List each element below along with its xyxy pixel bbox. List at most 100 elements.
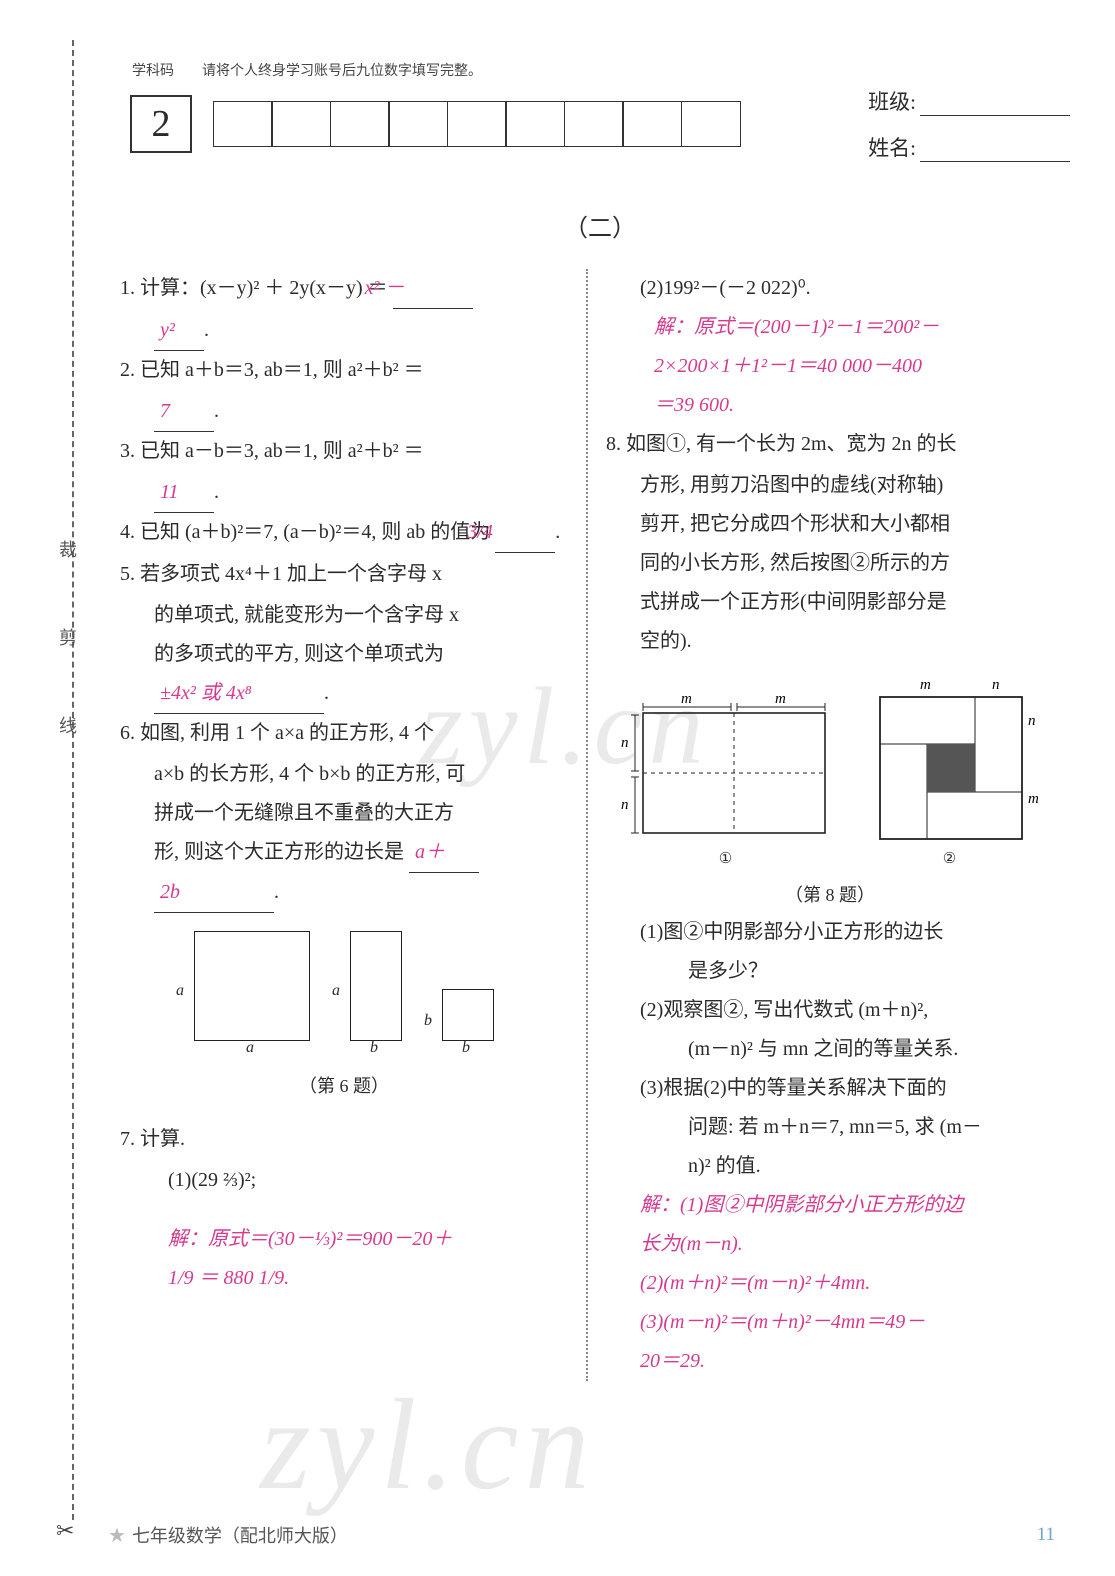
q7-p2-head: (2)199²－(－2 022)⁰. bbox=[606, 269, 1054, 308]
q8-p2a: (2)观察图②, 写出代数式 (m＋n)², bbox=[606, 991, 1054, 1030]
fig6-caption: （第 6 题） bbox=[120, 1069, 568, 1104]
account-digit-boxes[interactable] bbox=[214, 101, 741, 147]
digit-box[interactable] bbox=[213, 101, 273, 147]
fig8-diagram-1: m m n n bbox=[621, 695, 831, 845]
id-box-row: 2 bbox=[130, 95, 741, 153]
q8-p3b: 问题: 若 m＋n＝7, mn＝5, 求 (m－ bbox=[606, 1108, 1054, 1147]
footer: ★ 七年级数学（配北师大版） 11 bbox=[108, 1522, 1055, 1548]
q7-p2-sol-b: 2×200×1＋1²－1＝40 000－400 bbox=[606, 347, 1054, 386]
fig8-diagram-2: m n n m bbox=[860, 675, 1040, 845]
figure-6: a a a b b b bbox=[120, 931, 568, 1041]
q8-p1a: (1)图②中阴影部分小正方形的边长 bbox=[606, 913, 1054, 952]
figure-8: m m n n ① bbox=[606, 675, 1054, 874]
fig8-caption: （第 8 题） bbox=[606, 878, 1054, 913]
q6-l2: a×b 的长方形, 4 个 b×b 的正方形, 可 bbox=[120, 755, 568, 794]
q6-l1: 6. 如图, 利用 1 个 a×a 的正方形, 4 个 bbox=[120, 714, 568, 753]
q2-answer: 7 bbox=[160, 400, 170, 422]
digit-box[interactable] bbox=[388, 101, 448, 147]
q1-answer-b: y² bbox=[160, 319, 175, 341]
q8-p2b: (m－n)² 与 mn 之间的等量关系. bbox=[606, 1030, 1054, 1069]
worksheet-page: 学科码 请将个人终身学习账号后九位数字填写完整。 2 班级: 姓 bbox=[120, 40, 1080, 1381]
svg-text:m: m bbox=[920, 677, 931, 693]
cut-line-label: 裁 剪 线 bbox=[54, 540, 80, 760]
left-column: 1. 计算：(x－y)² ＋ 2y(x－y) ＝ x² － y². 2. 已知 … bbox=[120, 269, 568, 1381]
q1-cont: y². bbox=[120, 311, 568, 351]
fig6-label-a2: a bbox=[332, 975, 340, 1006]
q5-l1: 5. 若多项式 4x⁴＋1 加上一个含字母 x bbox=[120, 555, 568, 594]
fig6-label-a-left: a bbox=[176, 975, 184, 1006]
cut-dashed-line bbox=[72, 40, 98, 1520]
q6-l3: 拼成一个无缝隙且不重叠的大正方 bbox=[120, 794, 568, 833]
fig6-rect-ab bbox=[350, 931, 402, 1041]
name-field[interactable] bbox=[920, 140, 1070, 162]
q1: 1. 计算：(x－y)² ＋ 2y(x－y) ＝ x² － bbox=[120, 269, 568, 309]
header-instruction: 学科码 请将个人终身学习账号后九位数字填写完整。 bbox=[132, 60, 1080, 80]
q7-sol1b: 1/9 ＝ 880 1/9. bbox=[120, 1259, 568, 1298]
q8-p1b: 是多少？ bbox=[606, 952, 1054, 991]
q4-period: . bbox=[555, 521, 560, 543]
q8-p3a: (3)根据(2)中的等量关系解决下面的 bbox=[606, 1069, 1054, 1108]
q8-sol1b: 长为(m－n). bbox=[606, 1225, 1054, 1264]
q3: 3. 已知 a－b＝3, ab＝1, 则 a²＋b² ＝ bbox=[120, 432, 568, 471]
scissor-icon: ✂ bbox=[56, 1518, 74, 1544]
svg-text:n: n bbox=[992, 677, 1000, 693]
q6-l4-text: 形, 则这个大正方形的边长是 bbox=[154, 841, 404, 863]
q7-p2-sol-a: 解：原式＝(200－1)²－1＝200²－ bbox=[606, 308, 1054, 347]
q5-l2: 的单项式, 就能变形为一个含字母 x bbox=[120, 596, 568, 635]
fig8-label-2: ② bbox=[943, 845, 956, 874]
subject-code-box: 2 bbox=[130, 95, 192, 153]
q8-sol1a: 解：(1)图②中阴影部分小正方形的边 bbox=[606, 1186, 1054, 1225]
fig8-n1: n bbox=[621, 735, 629, 751]
fig8-n2: n bbox=[621, 797, 629, 813]
q3-text: 3. 已知 a－b＝3, ab＝1, 则 a²＋b² ＝ bbox=[120, 440, 424, 462]
q8-sol3a: (3)(m－n)²＝(m＋n)²－4mn＝49－ bbox=[606, 1303, 1054, 1342]
two-column-body: 1. 计算：(x－y)² ＋ 2y(x－y) ＝ x² － y². 2. 已知 … bbox=[120, 269, 1080, 1381]
digit-box[interactable] bbox=[271, 101, 331, 147]
q2-period: . bbox=[214, 400, 219, 422]
digit-box[interactable] bbox=[622, 101, 682, 147]
digit-box[interactable] bbox=[505, 101, 565, 147]
fig6-label-b2: b bbox=[424, 1005, 432, 1036]
q4-text: 4. 已知 (a＋b)²＝7, (a－b)²＝4, 则 ab 的值为 bbox=[120, 521, 490, 543]
right-column: (2)199²－(－2 022)⁰. 解：原式＝(200－1)²－1＝200²－… bbox=[606, 269, 1054, 1381]
q6-ans-a: a＋ bbox=[415, 841, 445, 863]
q8-l4: 同的小长方形, 然后按图②所示的方 bbox=[606, 544, 1054, 583]
q4-answer: 3/4 bbox=[467, 521, 493, 543]
digit-box[interactable] bbox=[681, 101, 741, 147]
fig8-label-1: ① bbox=[719, 845, 732, 874]
q6-period: . bbox=[274, 881, 279, 903]
q1-answer-a: x² － bbox=[365, 277, 405, 299]
q7-p2-sol-c: ＝39 600. bbox=[606, 386, 1054, 425]
q8-sol2: (2)(m＋n)²＝(m－n)²＋4mn. bbox=[606, 1264, 1054, 1303]
svg-text:m: m bbox=[1028, 791, 1039, 807]
q3-answer: 11 bbox=[160, 481, 179, 503]
q1-text: 1. 计算：(x－y)² ＋ 2y(x－y) ＝ bbox=[120, 277, 388, 299]
star-icon: ★ bbox=[108, 1525, 126, 1547]
q7-sol1a: 解：原式＝(30－⅓)²＝900－20＋ bbox=[120, 1220, 568, 1259]
footer-left: 七年级数学（配北师大版） bbox=[132, 1526, 348, 1546]
q8-p3c: n)² 的值. bbox=[606, 1147, 1054, 1186]
column-divider bbox=[586, 269, 588, 1381]
fig8-m1: m bbox=[681, 695, 692, 707]
fig6-label-b1: b bbox=[370, 1032, 378, 1063]
q6-l4: 形, 则这个大正方形的边长是 a＋ bbox=[120, 833, 568, 873]
q8-l6: 空的). bbox=[606, 622, 1054, 661]
q2-text: 2. 已知 a＋b＝3, ab＝1, 则 a²＋b² ＝ bbox=[120, 359, 424, 381]
digit-box[interactable] bbox=[447, 101, 507, 147]
q2: 2. 已知 a＋b＝3, ab＝1, 则 a²＋b² ＝ bbox=[120, 351, 568, 390]
class-name-block: 班级: 姓名: bbox=[868, 86, 1070, 162]
q8-l3: 剪开, 把它分成四个形状和大小都相 bbox=[606, 505, 1054, 544]
q7-head: 7. 计算. bbox=[120, 1120, 568, 1159]
digit-box[interactable] bbox=[330, 101, 390, 147]
svg-text:n: n bbox=[1028, 713, 1036, 729]
class-field[interactable] bbox=[920, 94, 1070, 116]
fig8-m2: m bbox=[775, 695, 786, 707]
header: 学科码 请将个人终身学习账号后九位数字填写完整。 2 班级: 姓 bbox=[130, 60, 1080, 162]
digit-box[interactable] bbox=[564, 101, 624, 147]
page-number: 11 bbox=[1037, 1524, 1055, 1546]
q4: 4. 已知 (a＋b)²＝7, (a－b)²＝4, 则 ab 的值为 3/4. bbox=[120, 513, 568, 553]
q8-l1: 8. 如图①, 有一个长为 2m、宽为 2n 的长 bbox=[606, 425, 1054, 464]
class-label: 班级: bbox=[868, 86, 916, 116]
name-label: 姓名: bbox=[868, 132, 916, 162]
q5-l3: 的多项式的平方, 则这个单项式为 bbox=[120, 635, 568, 674]
